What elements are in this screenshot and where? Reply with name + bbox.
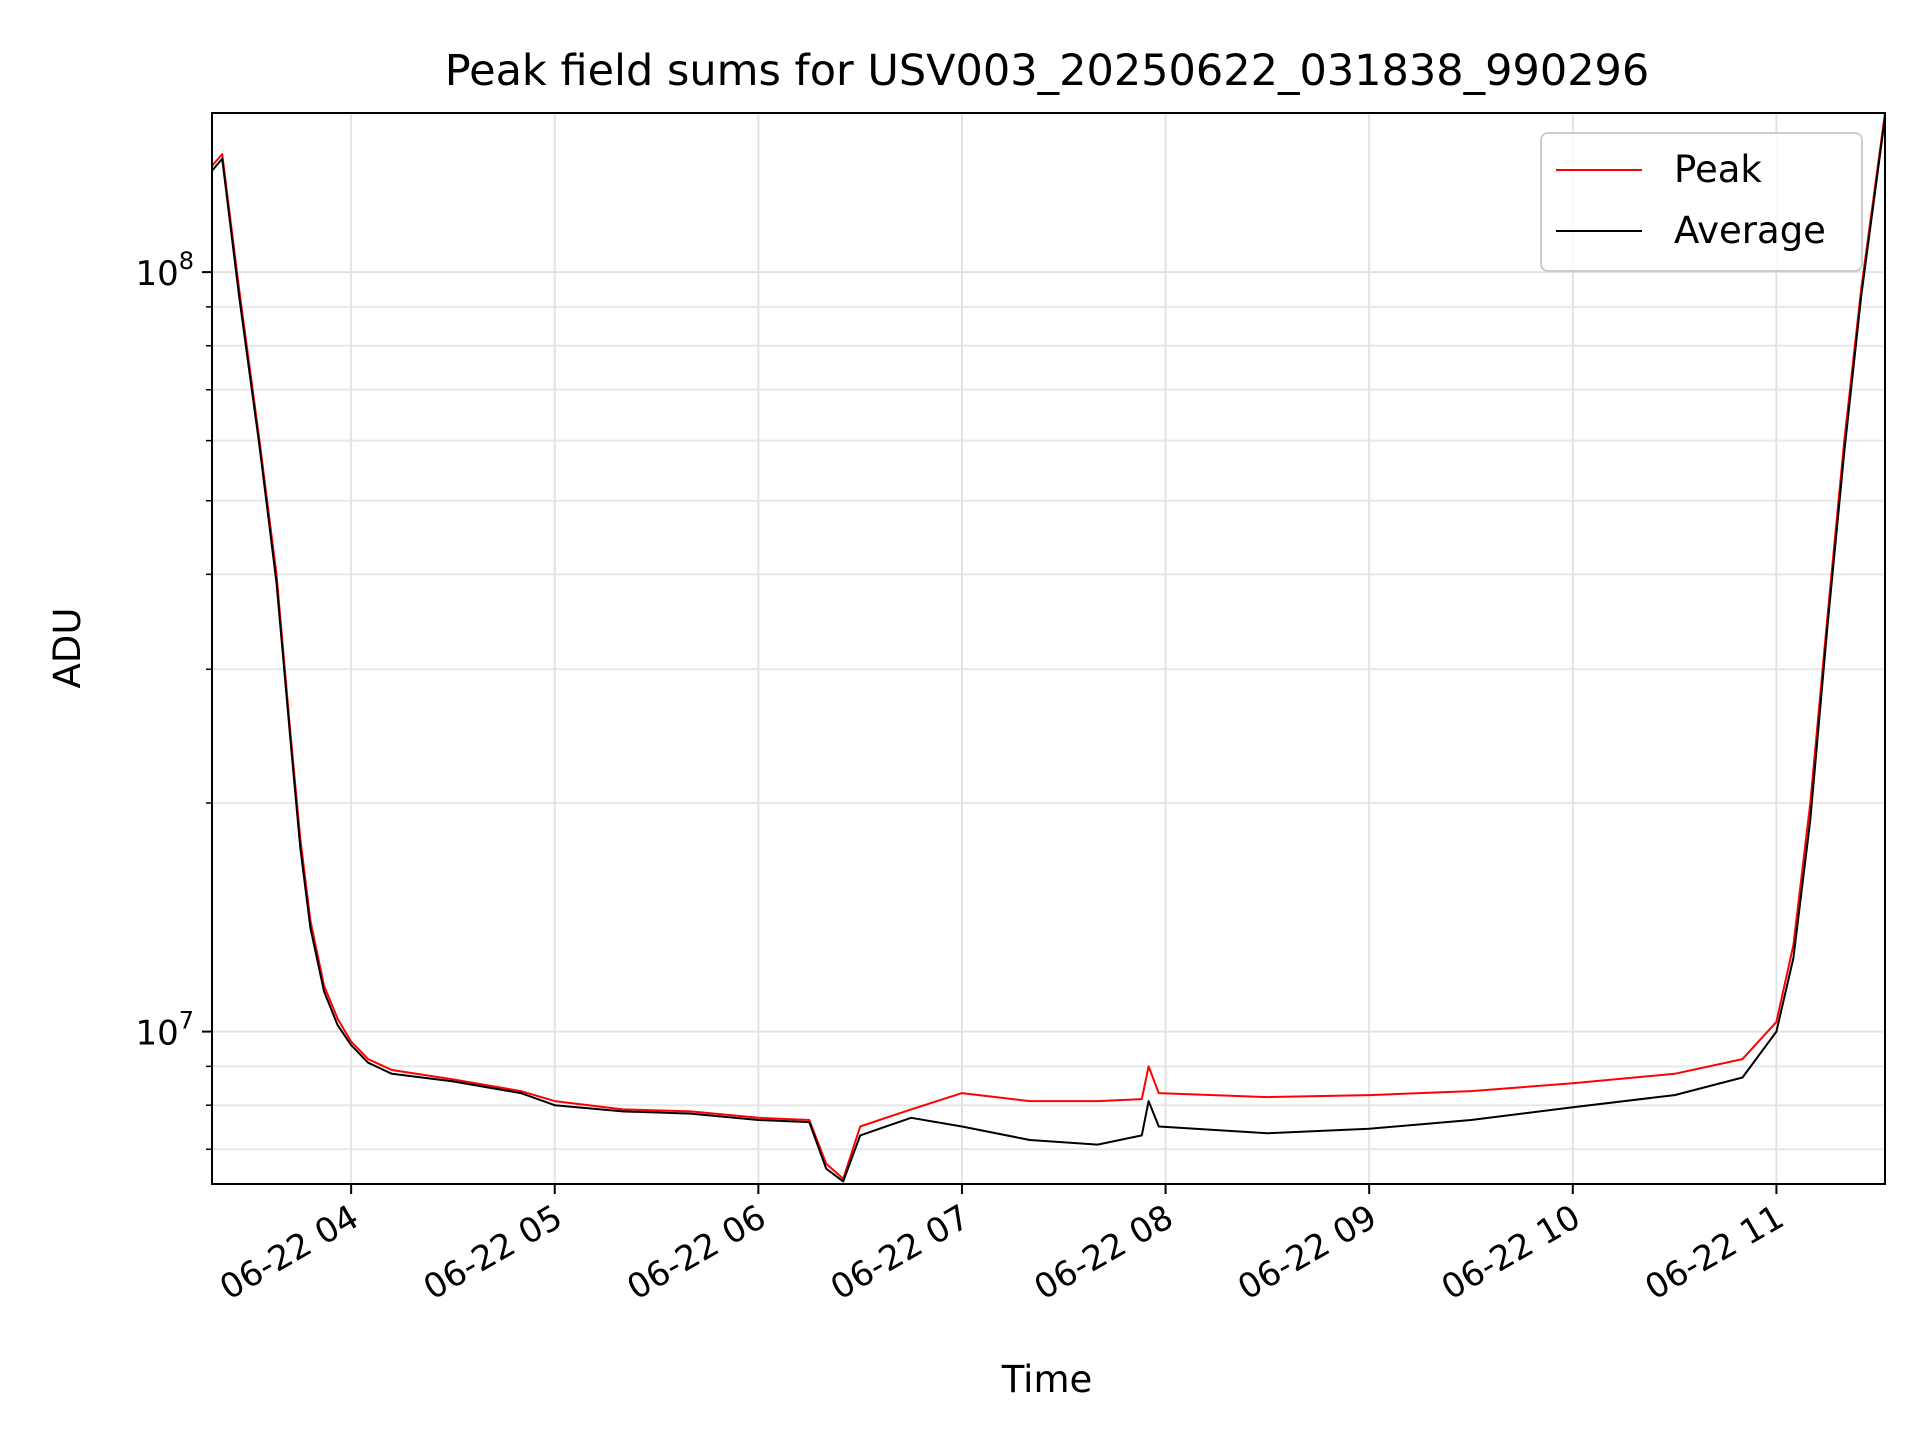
x-tick-label: 06-22 09 xyxy=(1231,1197,1383,1308)
x-tick-label: 06-22 04 xyxy=(213,1197,365,1308)
legend-label-average: Average xyxy=(1674,209,1826,252)
series-layer xyxy=(211,112,1886,1183)
legend-label-peak: Peak xyxy=(1674,148,1762,191)
x-tick-label: 06-22 10 xyxy=(1435,1197,1587,1308)
series-line-average xyxy=(211,116,1886,1183)
legend: Peak Average xyxy=(1540,132,1863,272)
x-tick-label: 06-22 11 xyxy=(1639,1197,1791,1308)
y-axis-label: ADU xyxy=(46,608,89,689)
x-tick-label: 06-22 08 xyxy=(1028,1197,1180,1308)
y-tick-label: 108 xyxy=(135,247,194,294)
grid-lines xyxy=(212,113,1885,1184)
x-tick-label: 06-22 05 xyxy=(417,1197,569,1308)
x-tick-label: 06-22 06 xyxy=(620,1197,772,1308)
plot-area-frame xyxy=(211,112,1886,1185)
y-axis-ticks: 107 108 xyxy=(135,247,212,1150)
x-axis-ticks: 06-22 04 06-22 05 06-22 06 06-22 07 06-22 08… xyxy=(213,1184,1791,1308)
legend-box xyxy=(1540,132,1863,272)
x-tick-label: 06-22 07 xyxy=(824,1197,976,1308)
x-axis-label: Time xyxy=(1001,1358,1093,1401)
chart-title: Peak field sums for USV003_20250622_0318… xyxy=(445,46,1650,96)
y-tick-label: 107 xyxy=(135,1007,194,1054)
